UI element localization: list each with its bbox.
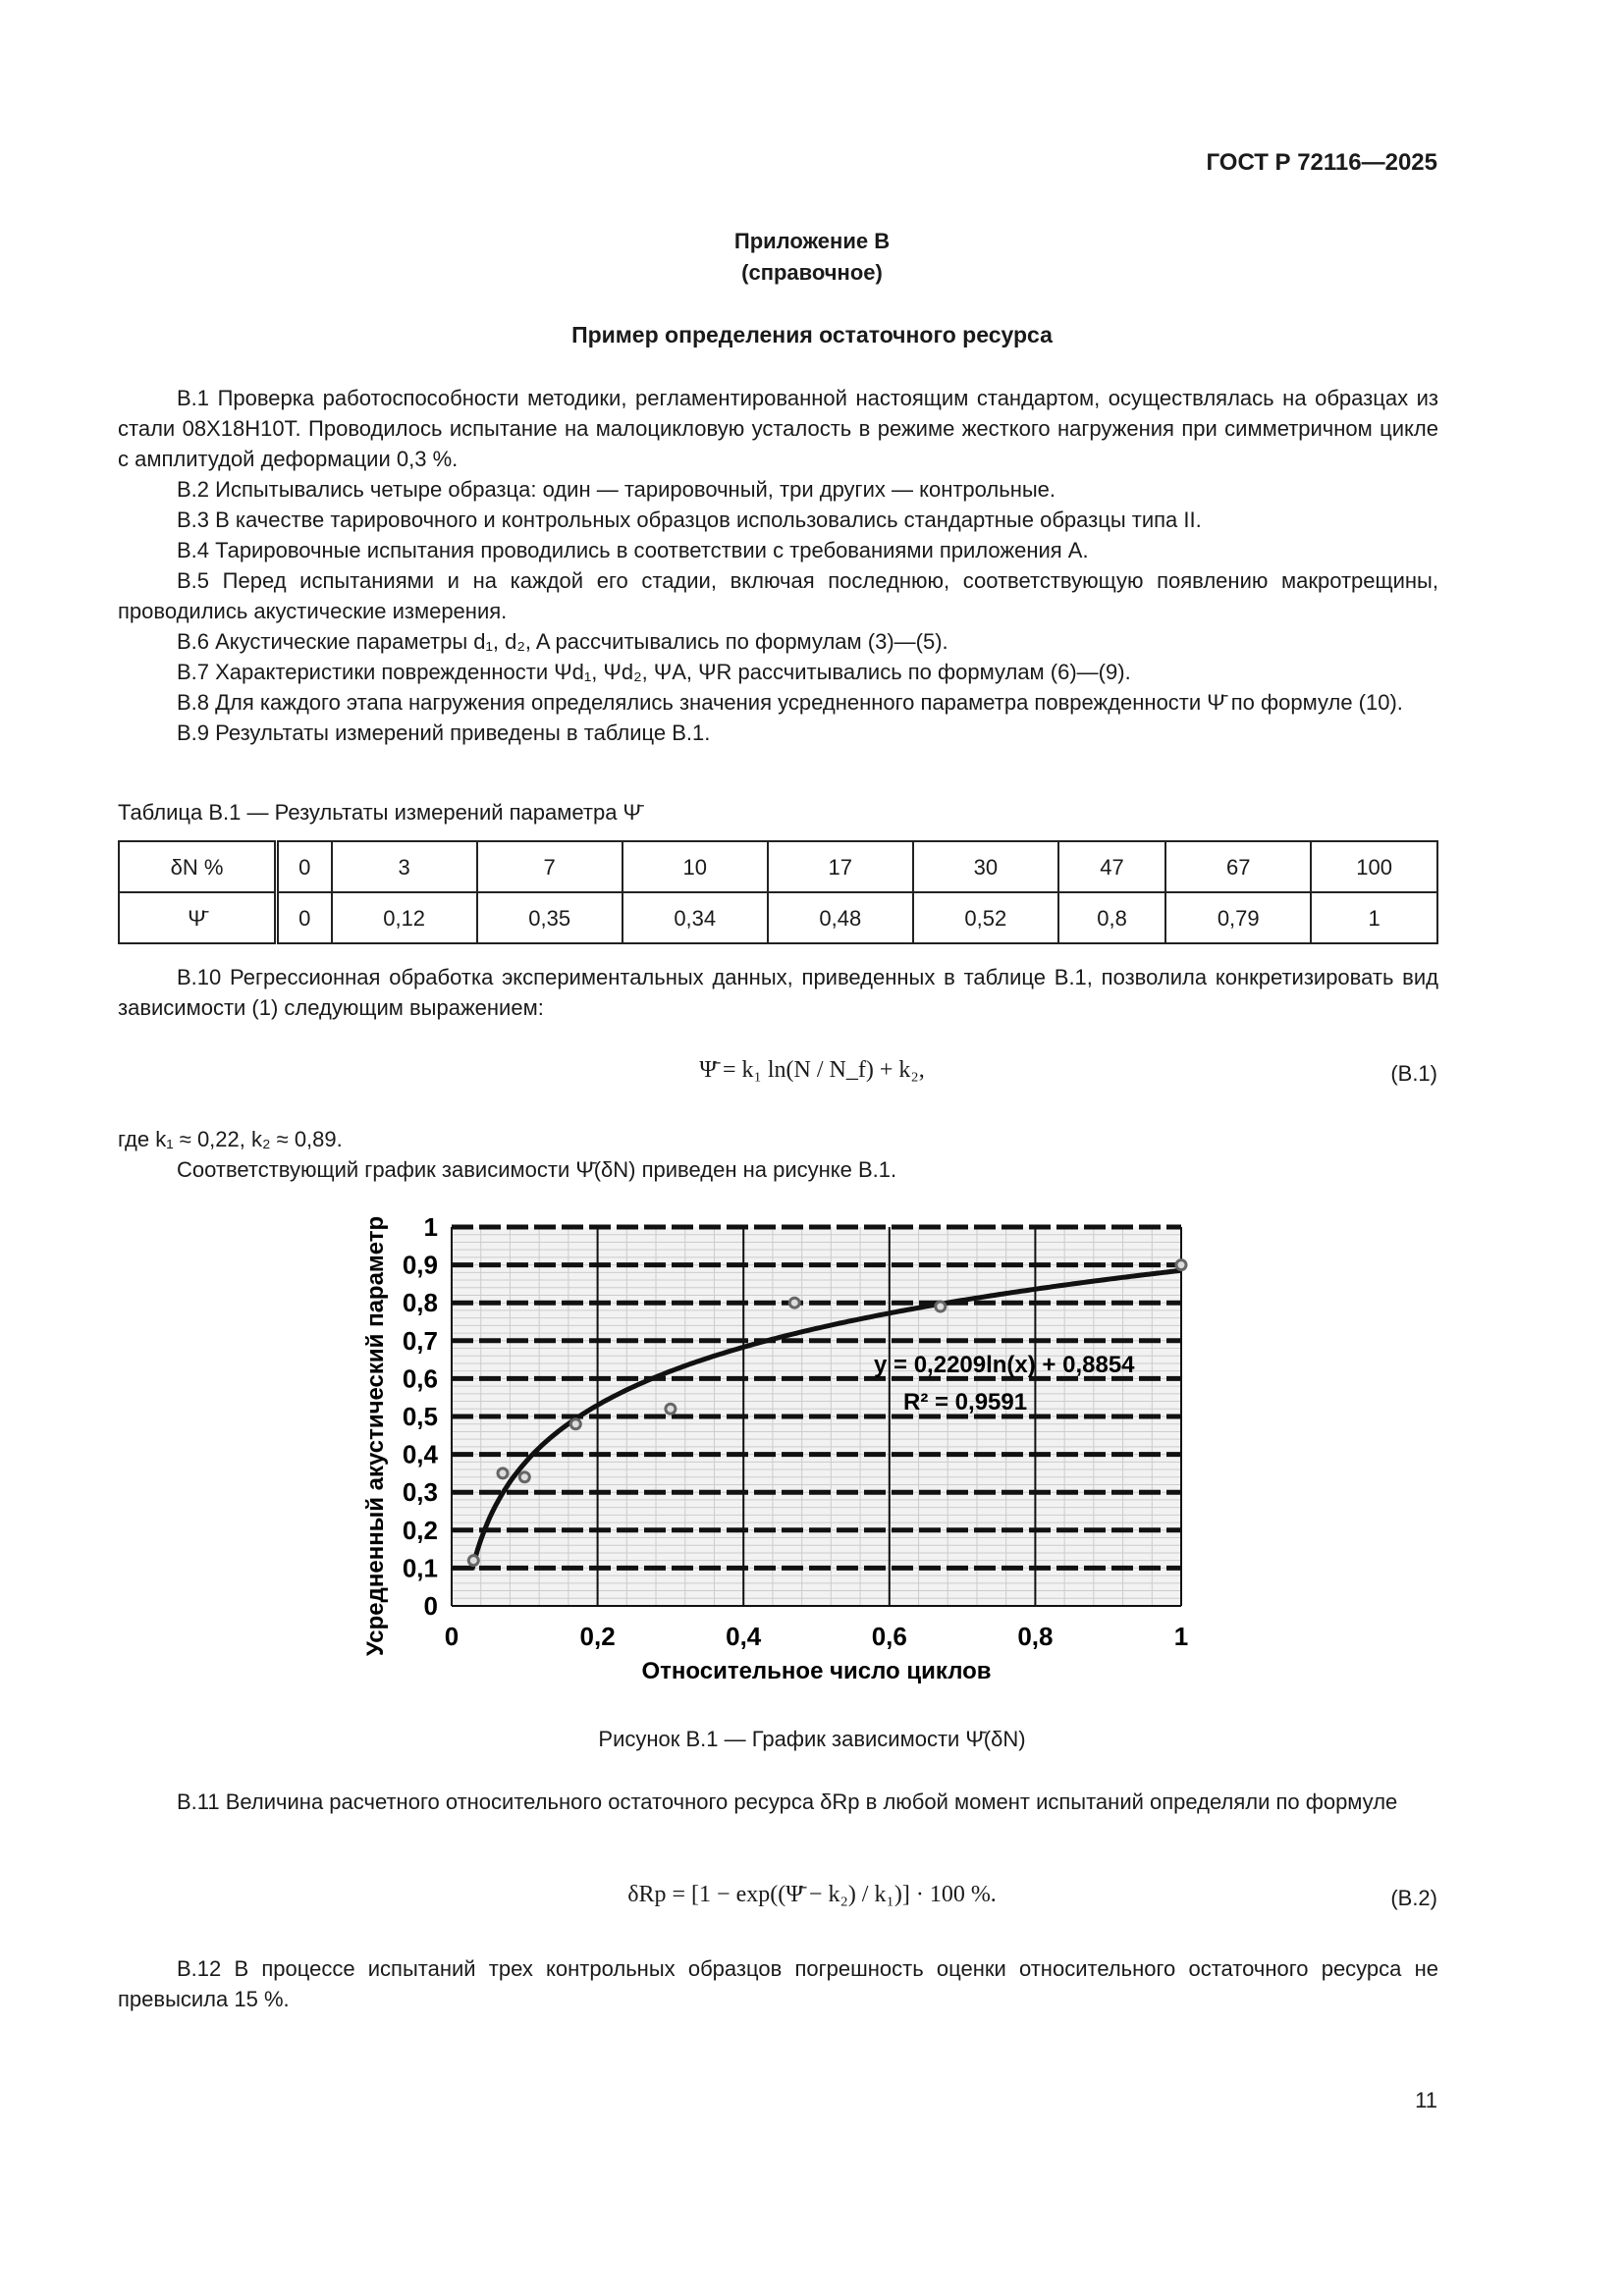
results-table: δN % 0 3 7 10 17 30 47 67 100 Ψ̄ 0 0,12 … <box>118 840 1438 944</box>
r-squared-label: R² = 0,9591 <box>903 1389 1027 1415</box>
x-tick-label: 0 <box>445 1622 459 1651</box>
table-cell: 0,34 <box>621 891 769 944</box>
equation-b1: Ψ̄ = k₁ ln(N / N_f) + k₂, <box>699 1057 925 1083</box>
y-tick-label: 0 <box>424 1591 438 1621</box>
y-tick-label: 0,5 <box>403 1402 438 1431</box>
paragraph: В.12 В процессе испытаний трех контрольн… <box>118 1956 1438 2011</box>
data-point <box>466 1554 480 1568</box>
paragraph: В.3 В качестве тарировочного и контрольн… <box>177 507 1202 532</box>
table-cell: Ψ̄ <box>118 891 279 944</box>
y-tick-label: 0,4 <box>403 1440 439 1469</box>
y-tick-label: 0,1 <box>403 1553 438 1582</box>
table-cell: 67 <box>1164 840 1313 893</box>
paragraph: В.8 Для каждого этапа нагружения определ… <box>177 690 1403 715</box>
table-cell: 0 <box>275 840 333 893</box>
paragraph: В.11 Величина расчетного относительного … <box>177 1789 1398 1814</box>
y-tick-label: 0,3 <box>403 1477 438 1507</box>
table-cell: 47 <box>1056 840 1167 893</box>
paragraph: В.1 Проверка работоспособности методики,… <box>118 386 1438 471</box>
table-cell: 30 <box>911 840 1059 893</box>
y-tick-label: 0,7 <box>403 1326 438 1356</box>
x-tick-label: 0,4 <box>726 1622 762 1651</box>
paragraph-b12: В.12 В процессе испытаний трех контрольн… <box>118 1953 1438 2014</box>
x-tick-label: 0,2 <box>580 1622 616 1651</box>
document-id: ГОСТ Р 72116—2025 <box>1206 149 1438 176</box>
table-cell: 17 <box>766 840 914 893</box>
x-tick-label: 1 <box>1174 1622 1188 1651</box>
y-tick-label: 0,9 <box>403 1251 438 1280</box>
appendix-heading: Пример определения остаточного ресурса <box>571 322 1053 347</box>
table-cell: 3 <box>330 840 478 893</box>
table-cell: 0,8 <box>1056 891 1167 944</box>
body-paragraphs: В.1 Проверка работоспособности методики,… <box>118 383 1438 748</box>
page-number: 11 <box>1415 2088 1437 2112</box>
paragraph-b11: В.11 Величина расчетного относительного … <box>118 1787 1438 1817</box>
figure-caption: Рисунок В.1 — График зависимости Ψ̄(δN) <box>598 1727 1026 1751</box>
table-row: Ψ̄ 0 0,12 0,35 0,34 0,48 0,52 0,8 0,79 1 <box>118 891 1438 944</box>
y-tick-label: 0,2 <box>403 1516 438 1545</box>
y-tick-label: 0,6 <box>403 1363 438 1393</box>
table-cell: 0,48 <box>766 891 914 944</box>
paragraph: В.6 Акустические параметры d₁, d₂, A рас… <box>177 629 948 654</box>
y-tick-label: 0,8 <box>403 1288 438 1317</box>
x-tick-label: 0,8 <box>1017 1622 1053 1651</box>
paragraph: В.10 Регрессионная обработка эксперимент… <box>118 965 1438 1020</box>
trendline-equation: y = 0,2209ln(x) + 0,8854 <box>874 1352 1135 1378</box>
table-cell: 0,52 <box>911 891 1059 944</box>
paragraph: В.2 Испытывались четыре образца: один — … <box>177 477 1056 502</box>
table-caption: Таблица В.1 — Результаты измерений парам… <box>118 800 641 825</box>
y-axis-label: Усредненный акустический параметр <box>362 1216 389 1656</box>
x-axis-label: Относительное число циклов <box>641 1658 991 1684</box>
paragraph: В.7 Характеристики поврежденности Ψd₁, Ψ… <box>177 660 1131 684</box>
equation-number: (В.2) <box>1390 1886 1437 1910</box>
data-point <box>787 1296 801 1309</box>
table-cell: 10 <box>621 840 769 893</box>
table-cell: 1 <box>1310 891 1438 944</box>
table-cell: 100 <box>1310 840 1438 893</box>
data-point <box>517 1470 531 1484</box>
data-point <box>496 1467 510 1480</box>
data-point <box>664 1402 677 1415</box>
where-text: где k₁ ≈ 0,22, k₂ ≈ 0,89. <box>118 1127 343 1151</box>
paragraph: В.5 Перед испытаниями и на каждой его ст… <box>118 568 1438 623</box>
table-row: δN % 0 3 7 10 17 30 47 67 100 <box>118 840 1438 893</box>
table-cell: 0,12 <box>330 891 478 944</box>
equation-number: (В.1) <box>1390 1061 1437 1086</box>
graph-reference: Соответствующий график зависимости Ψ̄(δN… <box>177 1157 897 1182</box>
table-cell: 0,79 <box>1164 891 1313 944</box>
table-cell: 0,35 <box>475 891 623 944</box>
data-point <box>568 1417 582 1431</box>
table-cell: 7 <box>475 840 623 893</box>
paragraph: В.4 Тарировочные испытания проводились в… <box>177 538 1089 562</box>
chart: 0 0,1 0,2 0,3 0,4 0,5 0,6 0,7 0,8 0,9 1 0 0,2 0,4 0,6 0… <box>362 1212 1188 1684</box>
data-point <box>934 1300 947 1313</box>
equation-b2: δRp = [1 − exp((Ψ̄ − k₂) / k₁)] · 100 %. <box>627 1882 997 1907</box>
x-tick-label: 0,6 <box>872 1622 907 1651</box>
data-point <box>1174 1258 1188 1272</box>
appendix-title: Приложение В <box>733 229 891 253</box>
trendline <box>469 1267 1182 1571</box>
y-tick-label: 1 <box>424 1212 438 1242</box>
table-cell: 0 <box>275 891 333 944</box>
appendix-subtitle: (справочное) <box>741 260 883 285</box>
paragraph: В.9 Результаты измерений приведены в таб… <box>177 721 711 745</box>
table-cell: δN % <box>118 840 279 893</box>
paragraph-b10: В.10 Регрессионная обработка эксперимент… <box>118 962 1438 1023</box>
